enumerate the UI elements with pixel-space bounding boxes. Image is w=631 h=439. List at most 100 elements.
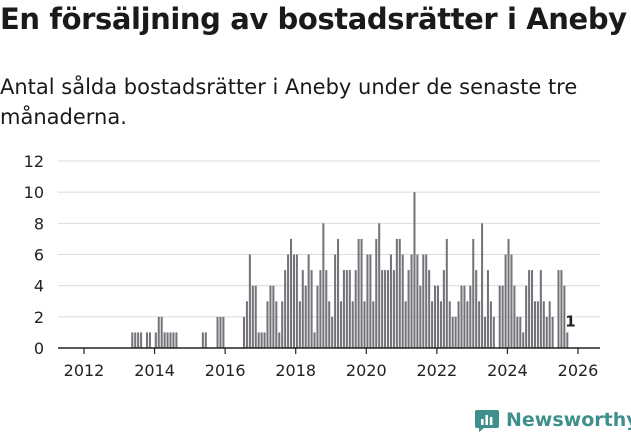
bar — [298, 301, 301, 348]
bar — [516, 316, 519, 348]
bar — [216, 316, 219, 348]
bar — [145, 332, 149, 348]
bar — [278, 332, 281, 348]
bar — [384, 270, 387, 348]
bar — [175, 332, 178, 348]
bar — [345, 270, 348, 348]
bar — [257, 332, 260, 348]
bar — [439, 301, 442, 348]
bar — [287, 254, 290, 348]
bar — [469, 285, 472, 348]
bar — [354, 270, 357, 348]
bar — [169, 332, 172, 348]
bar — [448, 301, 451, 348]
bar — [281, 301, 284, 348]
bar — [339, 301, 343, 348]
bar — [392, 270, 395, 348]
bar — [460, 285, 463, 348]
bar — [131, 332, 134, 348]
bar — [457, 301, 460, 348]
bar — [436, 285, 440, 348]
brand-name: Newsworthy — [506, 409, 631, 431]
bar — [481, 223, 484, 348]
x-tick-label: 2014 — [134, 361, 175, 380]
bar — [163, 332, 166, 348]
bar — [428, 270, 431, 348]
y-tick-label: 8 — [34, 214, 44, 233]
bar — [386, 270, 390, 348]
bar — [272, 285, 275, 348]
bar — [489, 301, 492, 348]
chart-subtitle: Antal sålda bostadsrätter i Aneby under … — [0, 75, 578, 129]
bar — [334, 254, 337, 348]
newsworthy-logo-icon — [475, 410, 499, 432]
bar — [422, 254, 425, 348]
bar — [366, 254, 369, 348]
bar — [204, 332, 207, 348]
bar — [475, 270, 478, 348]
bar — [451, 316, 454, 348]
bar — [289, 238, 293, 348]
bar — [531, 270, 534, 348]
bar — [348, 270, 351, 348]
bar — [492, 316, 495, 348]
bar — [301, 270, 304, 348]
bar — [398, 238, 401, 348]
bar — [284, 270, 287, 348]
bar — [533, 301, 536, 348]
chart-title: En försäljning av bostadsrätter i Aneby — [0, 2, 627, 36]
y-tick-label: 12 — [24, 152, 44, 171]
data-labels: 1 — [564, 311, 577, 332]
bar — [519, 316, 522, 348]
bar — [269, 285, 272, 348]
bar — [557, 270, 560, 348]
bar — [404, 301, 407, 348]
bar — [566, 332, 569, 348]
bar — [157, 316, 160, 348]
newsworthy-brand[interactable]: Newsworthy — [474, 407, 631, 433]
bar — [245, 301, 248, 348]
bar — [295, 254, 298, 348]
bar — [551, 316, 554, 348]
bar — [536, 301, 539, 348]
bar — [166, 332, 169, 348]
bar — [528, 270, 531, 348]
gridlines — [58, 160, 600, 318]
bar — [560, 270, 563, 348]
bar — [539, 270, 542, 348]
bar — [375, 238, 378, 348]
bar — [137, 332, 140, 348]
bar — [486, 270, 489, 348]
bar — [372, 301, 375, 348]
bar — [472, 238, 475, 348]
bar — [463, 285, 466, 348]
bar — [251, 285, 254, 348]
bar — [401, 254, 404, 348]
bar — [248, 254, 251, 348]
y-tick-label: 2 — [34, 308, 44, 327]
x-tick-label: 2012 — [64, 361, 105, 380]
bar — [498, 285, 501, 348]
bar — [363, 301, 366, 348]
bar — [172, 332, 175, 348]
y-tick-label: 10 — [24, 183, 44, 202]
y-tick-label: 6 — [34, 246, 44, 265]
bar — [389, 254, 392, 348]
bar — [410, 254, 413, 348]
bar — [148, 332, 151, 348]
bar — [504, 254, 507, 348]
bar — [466, 301, 469, 348]
bar — [454, 316, 457, 348]
bar — [134, 332, 137, 348]
bar — [378, 223, 381, 348]
bar — [395, 238, 398, 348]
x-tick-label: 2026 — [558, 361, 599, 380]
bar — [304, 285, 307, 348]
bar — [522, 332, 525, 348]
bar — [501, 285, 504, 348]
x-tick-label: 2022 — [416, 361, 457, 380]
x-tick-label: 2018 — [275, 361, 316, 380]
bar — [313, 332, 316, 348]
bar — [548, 301, 551, 348]
